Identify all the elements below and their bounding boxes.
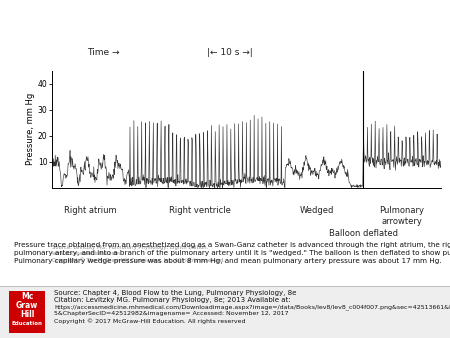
Text: Source: Levitzky MG. Pulmonary Physiology, Eighth Edition.
www.accessmedicine.co: Source: Levitzky MG. Pulmonary Physiolog… [52,245,225,263]
Text: Graw: Graw [16,301,38,310]
Text: Citation: Levitzky MG. Pulmonary Physiology, 8e; 2013 Available at:: Citation: Levitzky MG. Pulmonary Physiol… [54,297,291,303]
Text: |← 10 s →|: |← 10 s →| [207,48,253,57]
Text: Right atrium: Right atrium [64,206,117,215]
Text: Pulmonary
arrowtery: Pulmonary arrowtery [380,206,425,225]
Text: Right ventricle: Right ventricle [169,206,230,215]
Text: Pressure trace obtained from an anesthetized dog as a Swan-Ganz catheter is adva: Pressure trace obtained from an anesthet… [14,242,450,264]
Text: Wedged: Wedged [299,206,333,215]
Text: Education: Education [12,321,42,326]
Text: Source: Chapter 4, Blood Flow to the Lung, Pulmonary Physiology, 8e: Source: Chapter 4, Blood Flow to the Lun… [54,290,297,296]
Text: https://accessmedicine.mhmedical.com/Downloadimage.aspx?image=/data/Books/lev8/l: https://accessmedicine.mhmedical.com/Dow… [54,305,450,310]
Text: Balloon deflated: Balloon deflated [328,229,398,238]
Text: 5&ChapterSecID=42512982&imagename= Accessed: November 12, 2017: 5&ChapterSecID=42512982&imagename= Acces… [54,311,288,316]
Text: Hill: Hill [20,310,34,319]
Text: Time →: Time → [87,48,119,57]
Text: Copyright © 2017 McGraw-Hill Education. All rights reserved: Copyright © 2017 McGraw-Hill Education. … [54,318,246,324]
Y-axis label: Pressure, mm Hg: Pressure, mm Hg [26,93,35,165]
Text: Mc: Mc [21,292,33,300]
